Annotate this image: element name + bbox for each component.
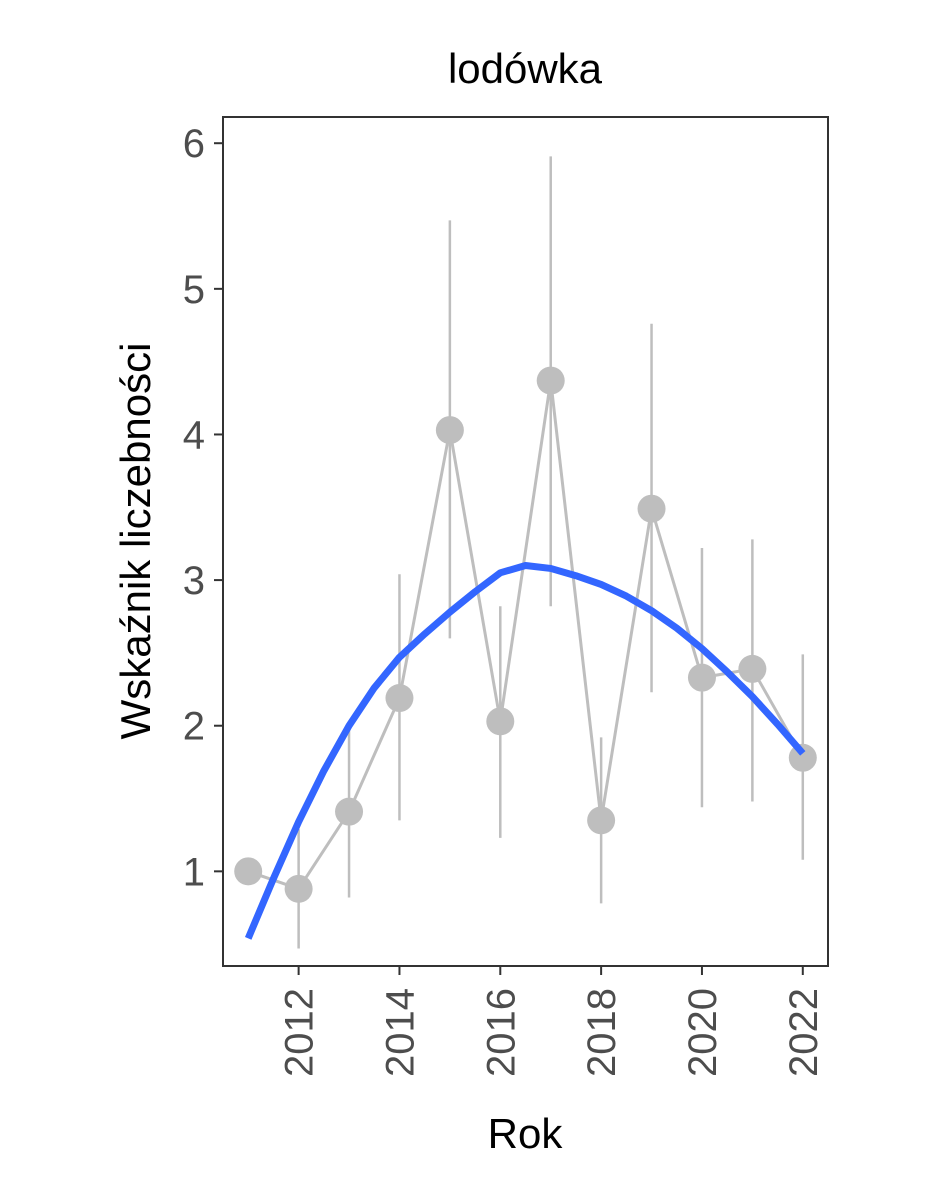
axes: 1 2 3 4 5 6 2012 2014 2016 2018 2020 2022 (183, 122, 826, 1077)
y-tick-label: 3 (183, 559, 205, 603)
x-tick-label: 2018 (580, 988, 624, 1077)
y-axis-title: Wskaźnik liczebności (112, 343, 159, 740)
chart-title: lodówka (448, 45, 603, 92)
data-point (234, 857, 263, 886)
data-point (637, 494, 666, 523)
data-point (385, 684, 414, 713)
y-tick-label: 4 (183, 413, 205, 457)
data-point (486, 707, 515, 736)
data-point (587, 806, 616, 835)
y-tick-label: 5 (183, 268, 205, 312)
data-point (284, 874, 313, 903)
data-point (687, 663, 716, 692)
data-point (335, 797, 364, 826)
y-tick-label: 6 (183, 122, 205, 166)
data-point (536, 366, 565, 395)
trend-line (244, 562, 806, 940)
x-axis-title: Rok (488, 1110, 564, 1157)
y-tick-label: 2 (183, 705, 205, 749)
x-tick-label: 2022 (782, 988, 826, 1077)
data-point (435, 416, 464, 445)
x-tick-label: 2016 (479, 988, 523, 1077)
series-line (247, 380, 805, 891)
data-point (738, 654, 767, 683)
panel-border (222, 116, 829, 967)
data-point (788, 743, 817, 772)
y-tick-label: 1 (183, 850, 205, 894)
x-tick-label: 2012 (278, 988, 322, 1077)
x-tick-label: 2014 (378, 988, 422, 1077)
plot-area (234, 156, 817, 949)
x-tick-label: 2020 (681, 988, 725, 1077)
